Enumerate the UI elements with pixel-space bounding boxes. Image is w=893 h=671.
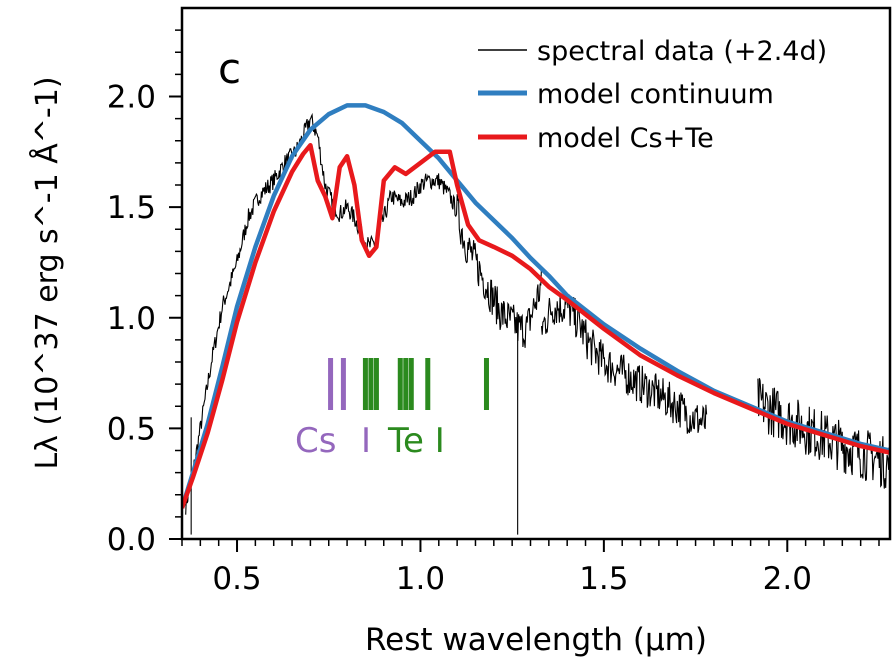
model-cs-te-line bbox=[182, 142, 890, 509]
x-tick-label: 2.0 bbox=[763, 561, 812, 597]
line-label-cs-ion: I bbox=[361, 421, 371, 461]
panel-label: c bbox=[218, 44, 241, 93]
x-tick-label: 1.0 bbox=[396, 561, 445, 597]
ticks: 0.5 1.0 1.5 2.0 0.0 0.5 1.0 1.5 2.0 bbox=[107, 29, 880, 597]
x-axis-label: Rest wavelength (μm) bbox=[365, 622, 707, 658]
y-tick-label: 1.5 bbox=[107, 190, 156, 226]
line-markers bbox=[328, 358, 489, 410]
series-layer bbox=[182, 103, 890, 535]
spectral-data-segment bbox=[540, 293, 708, 434]
legend: spectral data (+2.4d) model continuum mode… bbox=[478, 36, 827, 154]
legend-entry: model Cs+Te bbox=[537, 123, 714, 154]
line-label-cs: Cs bbox=[295, 421, 336, 461]
y-tick-label: 0.5 bbox=[107, 411, 156, 447]
y-axis-label: Lλ (10^37 erg s^-1 Å^-1) bbox=[29, 76, 65, 469]
y-tick-label: 0.0 bbox=[107, 522, 156, 558]
legend-entry: spectral data (+2.4d) bbox=[537, 36, 827, 67]
model-continuum-line bbox=[182, 103, 890, 509]
y-tick-label: 1.0 bbox=[107, 301, 156, 337]
x-tick-label: 0.5 bbox=[212, 561, 261, 597]
y-tick-label: 2.0 bbox=[107, 80, 156, 116]
x-tick-label: 1.5 bbox=[579, 561, 628, 597]
legend-entry: model continuum bbox=[537, 79, 774, 110]
line-label-te: Te I bbox=[387, 421, 445, 461]
